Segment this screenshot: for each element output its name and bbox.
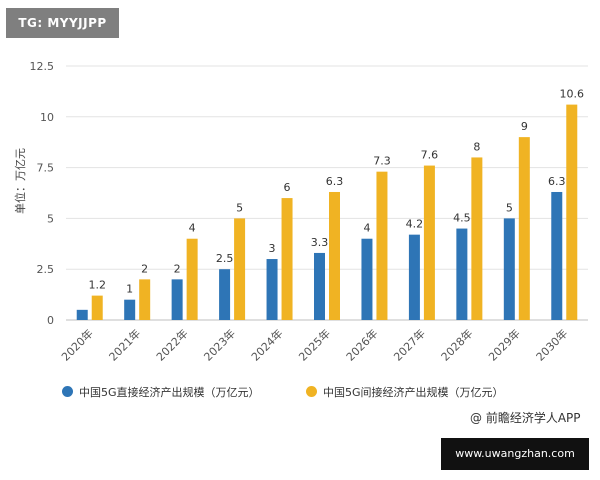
data-label-direct: 4.2 [406, 218, 424, 231]
source-credit: @ 前瞻经济学人APP [470, 411, 581, 425]
data-label-direct: 6.3 [548, 175, 566, 188]
y-axis-label: 单位：万亿元 [14, 148, 27, 214]
bar-direct [408, 234, 420, 320]
data-label-indirect: 10.6 [560, 88, 585, 101]
bar-direct [551, 191, 563, 320]
x-tick-label: 2021年 [106, 326, 143, 363]
bar-indirect [566, 104, 578, 320]
x-tick-label: 2027年 [391, 326, 428, 363]
data-label-indirect: 8 [473, 140, 480, 153]
x-tick-label: 2028年 [438, 326, 475, 363]
data-label-indirect: 6 [284, 181, 291, 194]
bar-indirect [91, 295, 103, 320]
bar-indirect [518, 137, 530, 320]
site-badge: www.uwangzhan.com [441, 438, 589, 470]
data-label-indirect: 5 [236, 201, 243, 214]
y-tick-label: 7.5 [37, 162, 55, 175]
bar-direct [76, 309, 88, 320]
data-label-direct: 1 [126, 283, 133, 296]
bar-direct [124, 299, 136, 320]
x-tick-label: 2024年 [248, 326, 285, 363]
legend-swatch-direct [62, 386, 73, 397]
x-tick-label: 2025年 [296, 326, 333, 363]
x-tick-label: 2030年 [533, 326, 570, 363]
data-label-indirect: 2 [141, 262, 148, 275]
data-label-direct: 3.3 [311, 236, 329, 249]
y-tick-label: 0 [47, 314, 54, 327]
bar-indirect [423, 165, 435, 320]
tg-badge: TG: MYYJJPP [6, 8, 119, 38]
data-label-direct: 2 [174, 262, 181, 275]
x-tick-label: 2023年 [201, 326, 238, 363]
data-label-indirect: 9 [521, 120, 528, 133]
y-tick-label: 10 [40, 111, 54, 124]
bar-direct [219, 269, 231, 320]
x-tick-label: 2020年 [58, 326, 95, 363]
data-label-indirect: 7.3 [373, 155, 391, 168]
y-tick-label: 2.5 [37, 263, 55, 276]
x-tick-label: 2022年 [153, 326, 190, 363]
bar-indirect [186, 238, 198, 320]
legend-swatch-indirect [306, 386, 317, 397]
bar-indirect [281, 198, 293, 320]
legend-item-direct: 中国5G直接经济产出规模（万亿元） [62, 384, 260, 402]
data-label-direct: 5 [506, 201, 513, 214]
data-label-indirect: 7.6 [421, 149, 439, 162]
bar-indirect [471, 157, 483, 320]
bar-direct [456, 228, 468, 320]
bar-indirect [139, 279, 151, 320]
bar-direct [361, 238, 373, 320]
data-label-indirect: 4 [189, 222, 196, 235]
bar-direct [266, 259, 278, 320]
bar-direct [171, 279, 183, 320]
data-label-direct: 2.5 [216, 252, 234, 265]
legend-label-indirect: 中国5G间接经济产出规模（万亿元） [323, 386, 504, 399]
bar-direct [503, 218, 515, 320]
x-tick-label: 2029年 [485, 326, 522, 363]
bar-indirect [234, 218, 246, 320]
legend-label-direct: 中国5G直接经济产出规模（万亿元） [79, 386, 260, 399]
data-label-indirect: 6.3 [326, 175, 344, 188]
data-label-indirect: 1.2 [88, 279, 106, 292]
data-label-direct: 4.5 [453, 212, 471, 225]
bar-direct [314, 252, 325, 320]
data-label-direct: 3 [269, 242, 276, 255]
bar-indirect [329, 191, 340, 320]
y-tick-label: 5 [47, 212, 54, 225]
data-label-direct: 4 [363, 222, 370, 235]
legend: 中国5G直接经济产出规模（万亿元） 中国5G间接经济产出规模（万亿元） [60, 384, 580, 404]
y-tick-label: 12.5 [30, 60, 55, 73]
x-tick-label: 2026年 [343, 326, 380, 363]
bar-indirect [376, 171, 388, 320]
legend-item-indirect: 中国5G间接经济产出规模（万亿元） [306, 384, 504, 402]
